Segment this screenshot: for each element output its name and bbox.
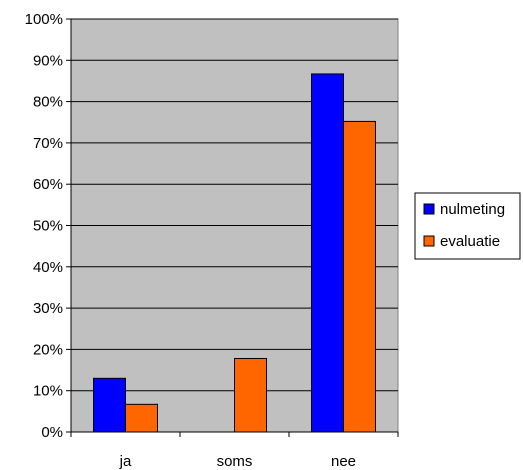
y-axis-ticks: 0% 10% 20% 30% 40% 50% 60% 70% 80% 90% 100% (25, 11, 71, 441)
x-tick-label: nee (331, 453, 356, 470)
legend: nulmeting evaluatie (414, 192, 521, 260)
legend-swatch-evaluatie (423, 235, 435, 247)
y-tick-label: 40% (33, 259, 63, 276)
y-tick-label: 70% (33, 135, 63, 152)
y-tick-label: 20% (33, 341, 63, 358)
x-tick-label: soms (217, 453, 253, 470)
legend-label-evaluatie: evaluatie (440, 233, 500, 250)
y-tick-label: 0% (41, 424, 63, 441)
y-tick-label: 10% (33, 383, 63, 400)
bar-nulmeting-nee (311, 73, 344, 433)
y-tick-label: 80% (33, 94, 63, 111)
legend-label-nulmeting: nulmeting (440, 201, 505, 218)
bar-evaluatie-nee (343, 120, 376, 433)
y-tick-label: 100% (25, 11, 63, 28)
y-tick-label: 90% (33, 52, 63, 69)
bar-evaluatie-ja (125, 403, 158, 433)
y-tick-label: 30% (33, 300, 63, 317)
x-tick-label: ja (119, 453, 132, 470)
y-tick-label: 60% (33, 176, 63, 193)
legend-swatch-nulmeting (423, 203, 435, 215)
y-tick-label: 50% (33, 218, 63, 235)
bar-nulmeting-ja (93, 377, 126, 433)
x-axis-ticks: ja soms nee (70, 432, 399, 470)
bar-evaluatie-soms (234, 357, 267, 433)
